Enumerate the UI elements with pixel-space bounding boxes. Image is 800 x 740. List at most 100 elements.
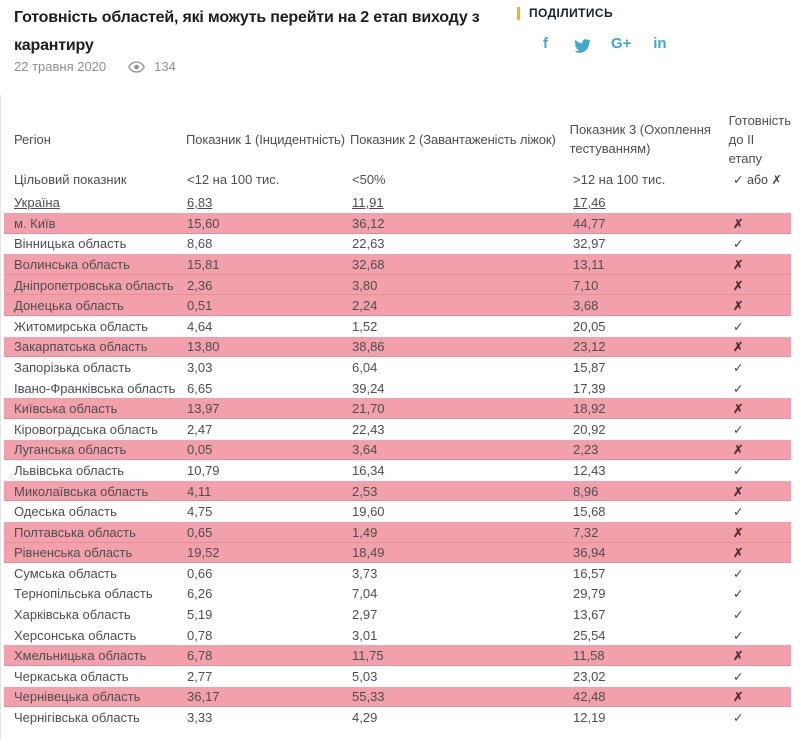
table-row: Донецька область 0,51 2,24 3,68 ✗ — [4, 295, 791, 316]
indicator1-cell: 0,78 — [187, 627, 213, 643]
table-row: Запорізька область 3,03 6,04 15,87 ✓ — [4, 357, 791, 378]
indicator1-cell: 13,80 — [187, 339, 220, 355]
indicator3-target: >12 на 100 тис. — [573, 171, 666, 187]
indicator1-cell: 4,11 — [187, 483, 212, 499]
region-cell: Черкаська область — [14, 668, 129, 684]
table-row: Рівненська область 19,52 18,49 36,94 ✗ — [4, 542, 791, 564]
share-label: ПОДІЛИТИСЬ — [529, 6, 613, 20]
readiness-cell: ✓ — [733, 628, 744, 643]
ukraine-indicator1-link[interactable]: 6,83 — [187, 195, 213, 210]
indicator3-cell: 44,77 — [573, 215, 606, 231]
region-cell: Чернігівська область — [14, 710, 140, 726]
indicator1-cell: 15,60 — [187, 215, 220, 231]
indicator3-cell: 17,39 — [573, 380, 606, 396]
indicator1-cell: 19,52 — [187, 545, 220, 561]
twitter-icon[interactable] — [574, 36, 591, 53]
ukraine-indicator3-link[interactable]: 17,46 — [573, 195, 606, 210]
ukraine-indicator2-link[interactable]: 11,91 — [352, 195, 384, 210]
indicator1-cell: 4,75 — [187, 504, 213, 520]
indicator2-cell: 2,97 — [352, 607, 378, 623]
indicator2-cell: 3,64 — [352, 442, 378, 458]
readiness-cell: ✓ — [733, 360, 744, 375]
googleplus-icon[interactable]: G+ — [611, 35, 632, 52]
indicator2-cell: 38,86 — [352, 339, 385, 355]
readiness-cell: ✗ — [733, 546, 744, 561]
table-row: Чернігівська область 3,33 4,29 12,19 ✓ — [4, 707, 791, 728]
table-row: Київська область 13,97 21,70 18,92 ✗ — [4, 398, 791, 419]
column-header-readiness: Готовність до II етапу — [728, 112, 791, 166]
table-row: Сумська область 0,66 3,73 16,57 ✓ — [4, 563, 791, 584]
indicator2-cell: 39,24 — [352, 380, 385, 396]
table-row: Полтавська область 0,65 1,49 7,32 ✗ — [4, 521, 791, 543]
indicator2-cell: 16,34 — [352, 462, 385, 478]
article-meta: 22 травня 2020 134 — [14, 59, 176, 74]
linkedin-icon[interactable]: in — [653, 35, 667, 52]
indicator1-cell: 0,66 — [187, 565, 213, 581]
table-row: Луганська область 0,05 3,64 2,23 ✗ — [4, 439, 791, 461]
indicator1-cell: 6,65 — [187, 380, 213, 396]
indicator3-cell: 23,12 — [573, 339, 606, 355]
column-header-indicator3: Показник 3 (Охоплення тестуванням) — [569, 122, 711, 156]
indicator1-cell: 0,65 — [187, 524, 213, 540]
facebook-icon[interactable]: f — [543, 35, 548, 52]
indicator1-cell: 0,51 — [187, 298, 213, 314]
readiness-cell: ✓ — [733, 237, 744, 252]
region-cell: Львівська область — [14, 462, 125, 478]
indicator3-cell: 2,23 — [573, 442, 599, 458]
share-block: ПОДІЛИТИСЬ — [517, 6, 613, 20]
region-cell: Миколаївська область — [14, 483, 149, 499]
region-cell: Полтавська область — [14, 524, 136, 540]
indicator3-cell: 25,54 — [573, 627, 606, 643]
region-cell: Тернопільська область — [14, 586, 153, 602]
region-cell: Чернівецька область — [14, 689, 141, 705]
indicator3-cell: 12,19 — [573, 710, 606, 726]
table-row: Волинська область 15,81 32,68 13,11 ✗ — [4, 254, 791, 275]
table-row: Дніпропетровська область 2,36 3,80 7,10 … — [4, 274, 791, 296]
readiness-cell: ✓ — [733, 319, 744, 334]
readiness-cell: ✗ — [733, 402, 744, 417]
views-count: 134 — [154, 59, 176, 74]
indicator1-cell: 2,47 — [187, 421, 213, 437]
indicator2-cell: 36,12 — [352, 215, 385, 231]
region-cell: Рівненська область — [14, 545, 133, 561]
indicator2-cell: 22,43 — [352, 421, 385, 437]
indicator1-cell: 2,77 — [187, 668, 213, 684]
page-title: Готовність областей, які можуть перейти … — [14, 9, 480, 54]
region-cell: Київська область — [14, 401, 118, 417]
indicator3-cell: 13,11 — [573, 256, 605, 272]
table-row: Вінницька область 8,68 22,63 32,97 ✓ — [4, 234, 791, 255]
readiness-cell: ✗ — [733, 525, 744, 540]
indicator3-cell: 32,97 — [573, 236, 606, 252]
indicator2-cell: 5,03 — [352, 668, 378, 684]
indicator2-cell: 21,70 — [352, 401, 385, 417]
indicator1-cell: 8,68 — [187, 236, 213, 252]
readiness-cell: ✗ — [733, 257, 744, 272]
indicator1-cell: 6,26 — [187, 586, 213, 602]
indicator1-cell: 15,81 — [187, 256, 220, 272]
indicator3-cell: 15,68 — [573, 504, 606, 520]
indicator1-cell: 13,97 — [187, 401, 220, 417]
indicator2-cell: 4,29 — [352, 710, 378, 726]
table-row: Херсонська область 0,78 3,01 25,54 ✓ — [4, 625, 791, 646]
region-cell: м. Київ — [14, 215, 56, 231]
table-row: Тернопільська область 6,26 7,04 29,79 ✓ — [4, 584, 791, 605]
ukraine-link[interactable]: Україна — [14, 195, 60, 210]
indicator3-cell: 7,32 — [573, 524, 599, 540]
readiness-cell: ✗ — [733, 278, 744, 293]
table-row: Кіровоградська область 2,47 22,43 20,92 … — [4, 419, 791, 440]
indicator2-cell: 3,73 — [352, 565, 378, 581]
indicator2-cell: 11,75 — [352, 648, 384, 664]
region-cell: Дніпропетровська область — [14, 277, 174, 293]
share-accent-bar — [517, 6, 520, 20]
table-row: Одеська область 4,75 19,60 15,68 ✓ — [4, 501, 791, 522]
region-cell: Запорізька область — [14, 359, 132, 375]
indicator2-cell: 3,80 — [352, 277, 378, 293]
readiness-cell: ✓ — [733, 608, 744, 623]
table-row: Хмельницька область 6,78 11,75 11,58 ✗ — [4, 645, 791, 667]
twitter-bird-icon — [574, 38, 591, 53]
indicator1-cell: 6,78 — [187, 648, 213, 664]
share-buttons: f G+ in — [537, 34, 668, 54]
indicator2-cell: 32,68 — [352, 256, 385, 272]
target-indicator-row: Цільовий показник <12 на 100 тис. <50% >… — [4, 166, 791, 192]
readiness-legend: ✓ або ✗ — [733, 172, 782, 187]
